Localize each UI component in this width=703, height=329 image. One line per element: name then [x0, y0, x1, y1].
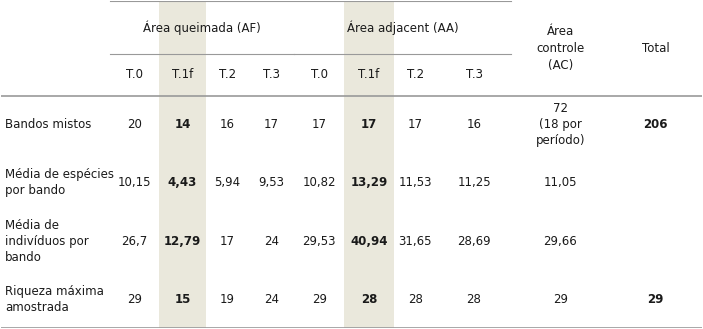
Text: Média de espécies
por bando: Média de espécies por bando: [5, 168, 114, 197]
Text: 14: 14: [174, 118, 191, 131]
Text: 5,94: 5,94: [214, 176, 240, 189]
Text: T.1f: T.1f: [359, 68, 380, 81]
Text: 10,15: 10,15: [117, 176, 151, 189]
Text: 29: 29: [553, 292, 567, 306]
Text: 26,7: 26,7: [122, 235, 148, 248]
Text: 29,53: 29,53: [302, 235, 336, 248]
Text: T.2: T.2: [219, 68, 236, 81]
Text: 17: 17: [264, 118, 279, 131]
Text: Riqueza máxima
amostrada: Riqueza máxima amostrada: [5, 285, 104, 314]
Text: 29,66: 29,66: [543, 235, 577, 248]
Text: T.3: T.3: [465, 68, 482, 81]
Text: 29: 29: [647, 292, 664, 306]
Text: 72
(18 por
período): 72 (18 por período): [536, 102, 585, 147]
Text: Área
controle
(AC): Área controle (AC): [536, 25, 584, 72]
Text: 10,82: 10,82: [302, 176, 336, 189]
Text: 31,65: 31,65: [399, 235, 432, 248]
Text: 11,53: 11,53: [399, 176, 432, 189]
Text: 29: 29: [127, 292, 142, 306]
Text: 4,43: 4,43: [168, 176, 197, 189]
Text: 15: 15: [174, 292, 191, 306]
Text: 13,29: 13,29: [350, 176, 387, 189]
Text: Média de
indivíduos por
bando: Média de indivíduos por bando: [5, 219, 89, 264]
Bar: [159, 1, 206, 328]
Text: Área adjacent (AA): Área adjacent (AA): [347, 20, 458, 35]
Text: 17: 17: [312, 118, 327, 131]
Text: 11,05: 11,05: [543, 176, 577, 189]
Text: 9,53: 9,53: [258, 176, 284, 189]
Text: 28: 28: [408, 292, 423, 306]
Text: 28,69: 28,69: [457, 235, 491, 248]
Text: 12,79: 12,79: [164, 235, 201, 248]
Text: T.3: T.3: [263, 68, 280, 81]
Text: 20: 20: [127, 118, 142, 131]
Text: 17: 17: [220, 235, 235, 248]
Text: 16: 16: [467, 118, 482, 131]
Text: T.0: T.0: [311, 68, 328, 81]
Text: 24: 24: [264, 292, 279, 306]
Text: 16: 16: [220, 118, 235, 131]
Text: 28: 28: [361, 292, 378, 306]
Text: 28: 28: [467, 292, 482, 306]
Text: Área queimada (AF): Área queimada (AF): [143, 20, 261, 35]
Text: 24: 24: [264, 235, 279, 248]
Text: 11,25: 11,25: [457, 176, 491, 189]
Text: Total: Total: [642, 42, 669, 55]
Text: 29: 29: [312, 292, 327, 306]
Text: T.0: T.0: [126, 68, 143, 81]
Text: T.1f: T.1f: [172, 68, 193, 81]
Text: 17: 17: [361, 118, 377, 131]
Bar: [344, 1, 394, 328]
Text: 40,94: 40,94: [350, 235, 388, 248]
Text: T.2: T.2: [406, 68, 424, 81]
Text: Bandos mistos: Bandos mistos: [5, 118, 91, 131]
Text: 206: 206: [643, 118, 668, 131]
Text: 19: 19: [220, 292, 235, 306]
Text: 17: 17: [408, 118, 423, 131]
